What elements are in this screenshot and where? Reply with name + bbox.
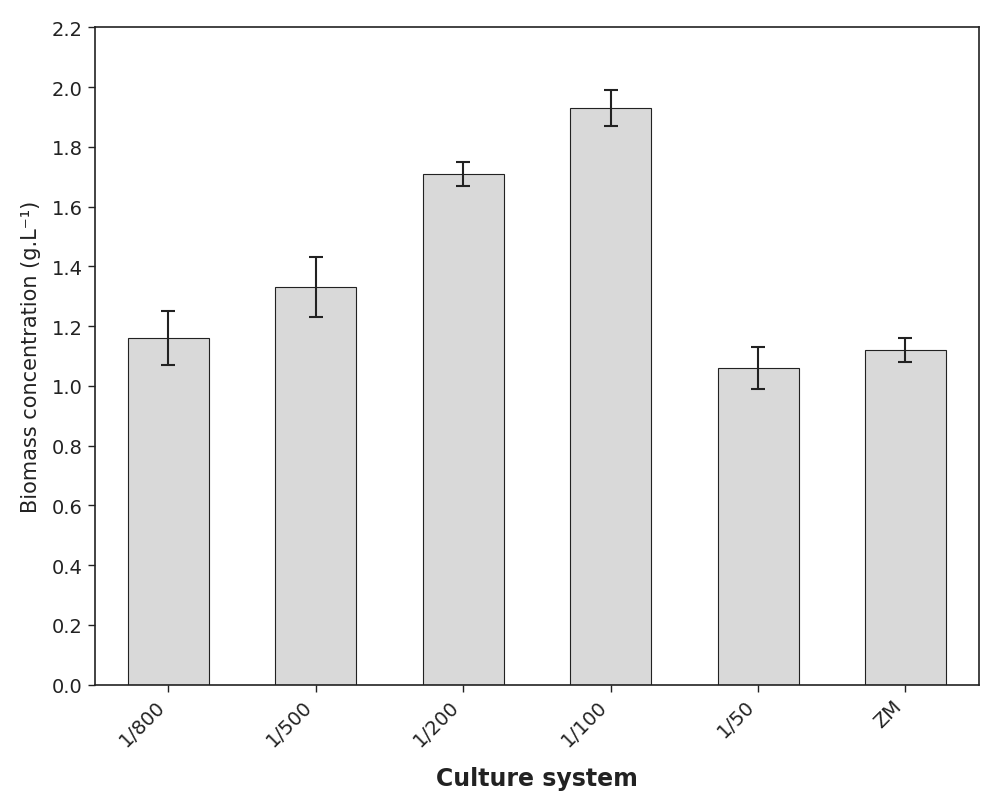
Bar [423,174,504,684]
Bar [275,288,356,684]
Bar [128,339,209,684]
X-axis label: Culture system: Culture system [436,766,638,790]
Bar [570,109,651,684]
Bar [718,368,799,684]
Bar [865,350,946,684]
Y-axis label: Biomass concentration (g.L⁻¹): Biomass concentration (g.L⁻¹) [21,200,41,513]
